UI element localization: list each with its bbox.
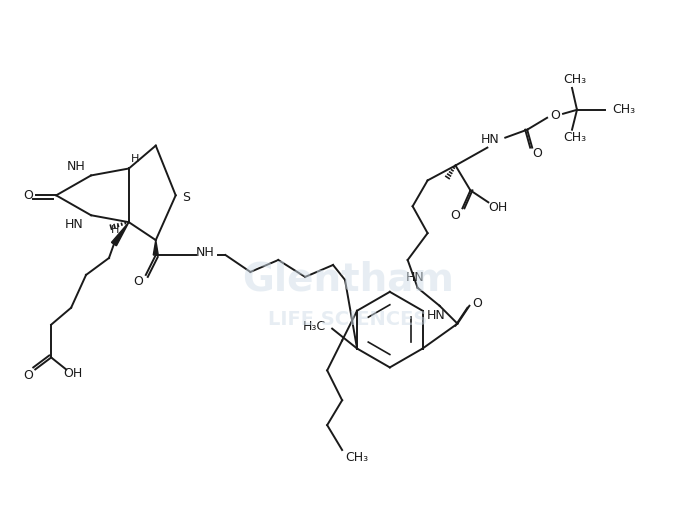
Text: CH₃: CH₃ bbox=[345, 451, 369, 464]
Text: CH₃: CH₃ bbox=[612, 103, 635, 116]
Text: H: H bbox=[111, 225, 119, 235]
Text: O: O bbox=[450, 209, 461, 222]
Text: O: O bbox=[24, 369, 33, 382]
Text: NH: NH bbox=[66, 160, 85, 173]
Text: O: O bbox=[24, 189, 33, 202]
Polygon shape bbox=[153, 240, 158, 255]
Text: H₃C: H₃C bbox=[303, 320, 326, 333]
Text: HN: HN bbox=[427, 309, 446, 322]
Text: O: O bbox=[550, 109, 560, 122]
Text: O: O bbox=[532, 147, 542, 160]
Text: HN: HN bbox=[405, 271, 424, 284]
Text: S: S bbox=[182, 191, 189, 204]
Polygon shape bbox=[111, 222, 129, 246]
Text: LIFE SCIENCES: LIFE SCIENCES bbox=[269, 310, 427, 329]
Text: O: O bbox=[473, 297, 482, 310]
Text: CH₃: CH₃ bbox=[564, 131, 587, 144]
Text: H: H bbox=[131, 153, 139, 164]
Text: OH: OH bbox=[489, 201, 508, 214]
Text: O: O bbox=[133, 276, 143, 289]
Text: CH₃: CH₃ bbox=[564, 73, 587, 86]
Text: HN: HN bbox=[481, 133, 500, 146]
Text: NH: NH bbox=[196, 245, 215, 258]
Text: Glentham: Glentham bbox=[242, 261, 454, 299]
Text: OH: OH bbox=[63, 367, 83, 380]
Text: HN: HN bbox=[64, 218, 83, 231]
